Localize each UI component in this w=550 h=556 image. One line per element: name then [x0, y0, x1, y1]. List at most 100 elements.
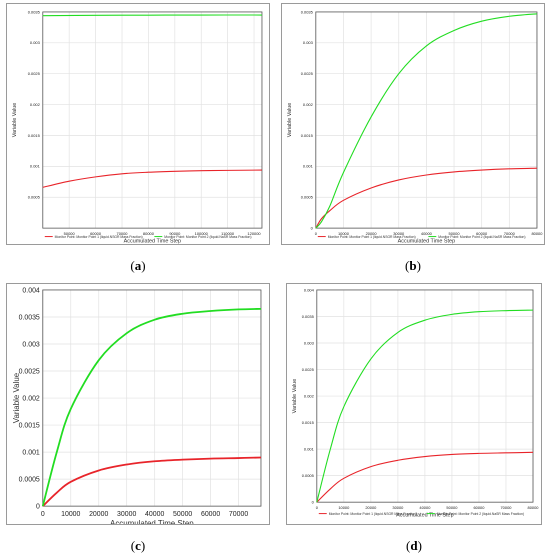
- x-tick-label: 10000: [338, 231, 350, 236]
- green-series-line: [315, 13, 538, 229]
- y-axis-label: Variable Value: [292, 379, 298, 414]
- red-series-line: [42, 169, 262, 188]
- y-tick-label: 0.002: [304, 393, 314, 398]
- x-tick-label: 110000: [221, 231, 235, 236]
- x-tick-label: 70000: [117, 231, 129, 236]
- legend-label-green: Monitor Point: Monitor Point 2 (liquid.N…: [438, 235, 525, 239]
- x-tick-label: 30000: [392, 505, 404, 510]
- y-tick-label: 0.0025: [302, 367, 315, 372]
- green-series-line: [41, 307, 261, 507]
- y-tick-label: 0.004: [22, 287, 40, 294]
- x-tick-label: 40000: [421, 231, 433, 236]
- x-tick-label: 20000: [365, 505, 377, 510]
- y-tick-label: 0.0005: [28, 195, 41, 200]
- axes-frame: [315, 11, 538, 229]
- y-tick-label: 0.0015: [302, 420, 315, 425]
- x-tick-label: 30000: [393, 231, 405, 236]
- y-tick-label: 0.0035: [301, 9, 314, 14]
- y-tick-label: 0.0005: [301, 195, 314, 200]
- x-tick-label: 70000: [229, 511, 248, 518]
- legend-label-red: Monitor Point: Monitor Point 1 (liquid.N…: [55, 235, 143, 239]
- legend-label-red: Monitor Point: Monitor Point 1 (liquid.N…: [328, 235, 416, 239]
- x-tick-label: 90000: [169, 231, 181, 236]
- chart-panel-d: 0 0.0005 0.001 0.0015 0.002 0.0025 0.003 0.0035…: [286, 283, 542, 525]
- chart-panel-a: 0.0005 0.001 0.0015 0.002 0.0025 0.003 0.0035 5…: [6, 3, 270, 245]
- axes-frame: [42, 289, 262, 507]
- y-tick-label: 0: [36, 504, 40, 511]
- y-tick-label: 0: [312, 500, 315, 505]
- x-tick-label: 70000: [500, 505, 512, 510]
- y-tick-label: 0: [311, 226, 314, 231]
- y-tick-label: 0.0025: [28, 71, 41, 76]
- y-tick-label: 0.002: [22, 395, 40, 402]
- y-tick-label: 0.0035: [19, 314, 40, 321]
- y-tick-label: 0.0025: [19, 368, 40, 375]
- red-series-line: [316, 451, 534, 503]
- legend-label-green: Monitor Point: Monitor Point 2 (liquid.N…: [164, 235, 251, 239]
- y-tick-label: 0.002: [303, 102, 313, 107]
- x-tick-label: 50000: [64, 231, 76, 236]
- y-tick-label: 0.0015: [28, 133, 41, 138]
- plot-area: [42, 11, 262, 229]
- chart-panel-b: 0 0.0005 0.001 0.0015 0.002 0.0025 0.003 0.0035…: [281, 3, 545, 245]
- legend-label-green: Monitor Point: Monitor Point 2 (liquid.N…: [437, 512, 524, 516]
- caption-d: (d): [406, 538, 422, 553]
- caption-b: (b): [405, 258, 421, 273]
- chart-svg-c: 0 0.0005 0.001 0.0015 0.002 0.0025 0.003 0.0035…: [12, 287, 262, 524]
- chart-svg-a: 0.0005 0.001 0.0015 0.002 0.0025 0.003 0.0035 5…: [12, 9, 263, 244]
- x-tick-label: 40000: [145, 511, 164, 518]
- x-axis-label: Accumulated Time Step: [398, 239, 455, 244]
- x-tick-label: 10000: [338, 505, 350, 510]
- y-tick-label: 0.001: [303, 164, 313, 169]
- green-series-line: [42, 14, 262, 17]
- y-tick-label: 0.001: [304, 447, 314, 452]
- y-tick-label: 0.003: [304, 340, 315, 345]
- y-axis-label: Variable Value: [287, 103, 293, 138]
- y-tick-label: 0.0035: [28, 9, 41, 14]
- chart-panel-c: 0 0.0005 0.001 0.0015 0.002 0.0025 0.003 0.0035…: [6, 283, 270, 525]
- y-tick-label: 0.0035: [302, 314, 315, 319]
- caption-c: (c): [130, 538, 146, 553]
- x-tick-label: 20000: [89, 511, 108, 518]
- x-tick-label: 0: [41, 511, 45, 518]
- red-series-line: [42, 456, 261, 507]
- x-tick-label: 70000: [504, 231, 516, 236]
- x-tick-label: 50000: [449, 231, 461, 236]
- axes-frame: [316, 289, 534, 503]
- x-tick-label: 60000: [473, 505, 485, 510]
- y-tick-label: 0.0005: [19, 477, 40, 484]
- x-tick-label: 50000: [446, 505, 458, 510]
- x-tick-label: 120000: [247, 231, 261, 236]
- x-tick-label: 80000: [531, 231, 543, 236]
- green-series-line: [316, 309, 534, 503]
- y-tick-label: 0.003: [22, 341, 40, 348]
- y-tick-label: 0.0025: [301, 71, 314, 76]
- x-tick-label: 10000: [61, 511, 80, 518]
- x-tick-label: 0: [316, 505, 319, 510]
- legend-label-red: Monitor Point: Monitor Point 1 (liquid.N…: [329, 512, 417, 516]
- y-tick-label: 0.0015: [19, 423, 40, 430]
- x-tick-label: 60000: [201, 511, 220, 518]
- y-tick-label: 0.004: [304, 287, 315, 292]
- y-tick-label: 0.001: [30, 164, 40, 169]
- y-tick-label: 0.001: [22, 450, 40, 457]
- y-axis-label: Variable Value: [12, 103, 18, 138]
- y-tick-label: 0.0005: [302, 473, 315, 478]
- axes-frame: [42, 11, 263, 229]
- x-tick-label: 100000: [195, 231, 209, 236]
- chart-svg-b: 0 0.0005 0.001 0.0015 0.002 0.0025 0.003 0.0035…: [287, 9, 543, 244]
- x-tick-label: 40000: [419, 505, 431, 510]
- x-axis-label: Accumulated Time Step: [110, 519, 194, 524]
- y-tick-label: 0.002: [30, 102, 40, 107]
- x-tick-label: 80000: [528, 505, 540, 510]
- x-tick-label: 50000: [173, 511, 192, 518]
- x-tick-label: 80000: [143, 231, 155, 236]
- x-tick-label: 60000: [476, 231, 488, 236]
- y-axis-label: Variable Value: [12, 372, 21, 423]
- x-tick-label: 60000: [90, 231, 102, 236]
- y-tick-label: 0.003: [303, 40, 314, 45]
- x-axis-label: Accumulated Time Step: [124, 239, 181, 244]
- chart-svg-d: 0 0.0005 0.001 0.0015 0.002 0.0025 0.003 0.0035…: [292, 287, 540, 518]
- x-tick-label: 30000: [117, 511, 136, 518]
- y-tick-label: 0.003: [30, 40, 41, 45]
